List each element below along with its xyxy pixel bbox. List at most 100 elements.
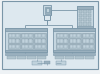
Bar — [38, 34, 41, 37]
Bar — [82, 39, 86, 42]
Bar — [69, 38, 81, 43]
Bar — [56, 33, 68, 38]
Bar — [70, 44, 72, 48]
Bar — [37, 56, 46, 59]
Bar — [83, 9, 87, 13]
Bar — [64, 39, 66, 42]
Bar — [32, 61, 42, 65]
Bar — [82, 33, 94, 38]
Bar — [5, 28, 47, 52]
Bar — [5, 50, 47, 52]
Bar — [34, 33, 46, 38]
Bar — [53, 28, 95, 31]
Bar — [5, 28, 47, 31]
Bar — [60, 34, 63, 37]
Bar — [22, 34, 24, 37]
Bar — [85, 56, 94, 59]
Bar — [90, 44, 92, 48]
Bar — [53, 53, 95, 55]
Bar — [76, 44, 80, 48]
Bar — [77, 6, 93, 9]
Bar — [17, 56, 26, 59]
Bar — [53, 28, 95, 52]
Bar — [88, 14, 91, 17]
Bar — [44, 61, 50, 63]
Bar — [34, 44, 46, 48]
Bar — [88, 9, 91, 13]
Bar — [78, 22, 82, 26]
Bar — [82, 38, 94, 43]
Bar — [56, 44, 59, 48]
Bar — [25, 44, 28, 48]
Bar — [25, 39, 28, 42]
Bar — [21, 44, 32, 48]
Bar — [70, 39, 72, 42]
Bar — [56, 34, 59, 37]
Bar — [42, 34, 44, 37]
Bar — [7, 56, 16, 59]
Bar — [34, 39, 38, 42]
Bar — [8, 33, 20, 38]
Bar — [12, 44, 15, 48]
Bar — [82, 34, 86, 37]
Bar — [16, 44, 18, 48]
Bar — [82, 44, 94, 48]
Bar — [56, 44, 68, 48]
Bar — [38, 39, 41, 42]
Bar — [34, 38, 46, 43]
Bar — [55, 56, 64, 59]
Bar — [43, 5, 51, 15]
Bar — [8, 39, 12, 42]
Bar — [76, 34, 80, 37]
Bar — [21, 38, 32, 43]
Bar — [69, 44, 81, 48]
Bar — [82, 44, 86, 48]
Bar — [83, 14, 87, 17]
Bar — [22, 39, 24, 42]
Bar — [16, 34, 18, 37]
Bar — [83, 22, 87, 26]
Bar — [65, 56, 74, 59]
Bar — [73, 39, 76, 42]
Bar — [46, 8, 48, 11]
Bar — [28, 34, 32, 37]
Bar — [78, 18, 82, 21]
Bar — [8, 38, 20, 43]
Bar — [28, 39, 32, 42]
Bar — [56, 61, 66, 65]
Bar — [83, 18, 87, 21]
Bar — [90, 39, 92, 42]
Bar — [27, 56, 36, 59]
Bar — [73, 44, 76, 48]
Bar — [44, 7, 50, 13]
Bar — [73, 34, 76, 37]
Bar — [22, 44, 24, 48]
Bar — [70, 34, 72, 37]
Bar — [60, 39, 63, 42]
Bar — [64, 44, 66, 48]
Bar — [77, 26, 93, 28]
Bar — [76, 39, 80, 42]
Bar — [34, 34, 38, 37]
Bar — [88, 22, 91, 26]
Bar — [28, 44, 32, 48]
Bar — [42, 39, 44, 42]
Bar — [64, 34, 66, 37]
Bar — [75, 56, 84, 59]
Bar — [78, 9, 82, 13]
Bar — [8, 34, 12, 37]
Bar — [12, 39, 15, 42]
Bar — [34, 44, 38, 48]
Bar — [25, 34, 28, 37]
Bar — [8, 44, 12, 48]
Bar — [38, 44, 41, 48]
Bar — [69, 33, 81, 38]
Bar — [8, 44, 20, 48]
Bar — [16, 39, 18, 42]
Bar — [56, 39, 59, 42]
Bar — [21, 33, 32, 38]
Bar — [42, 44, 44, 48]
Bar — [12, 34, 15, 37]
Bar — [88, 18, 91, 21]
Bar — [5, 53, 47, 55]
